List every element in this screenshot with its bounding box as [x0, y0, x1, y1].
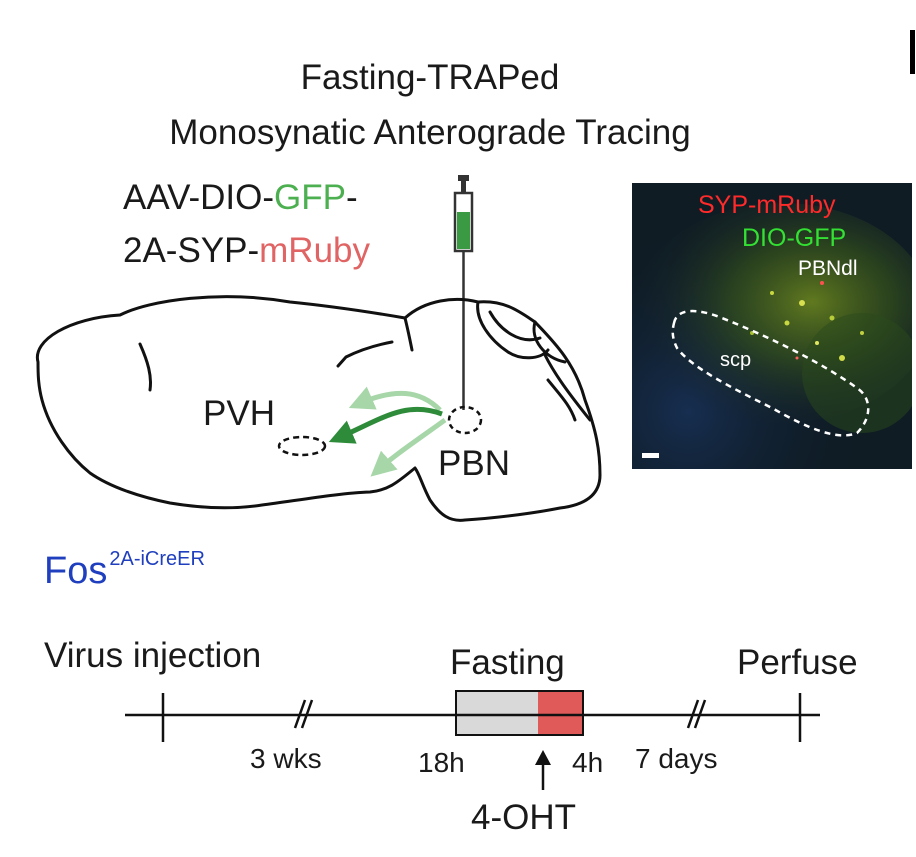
label-virus-injection: Virus injection: [44, 636, 262, 675]
label-7-days: 7 days: [635, 743, 718, 774]
projection-arrow-main: [328, 406, 443, 444]
virus-construct-line-2: 2A-SYP-mRuby: [123, 233, 370, 268]
break-mark-1b: [300, 699, 314, 729]
virus-dash-text: -: [346, 178, 358, 217]
virus-construct-line-1: AAV-DIO-GFP-: [123, 180, 358, 215]
pbn-label: PBN: [438, 444, 510, 483]
scp-outline: [671, 309, 870, 437]
title-line-2: Monosynatic Anterograde Tracing: [169, 113, 691, 152]
label-4h: 4h: [572, 747, 604, 778]
drug-arrow-head: [535, 750, 551, 765]
micrograph-panel: SYP-mRuby DIO-GFP PBNdl scp: [632, 183, 912, 469]
treatment-bar: [538, 691, 583, 735]
virus-gfp-text: GFP: [274, 178, 346, 217]
micrograph-label-scp: scp: [720, 349, 752, 371]
label-4-oht: 4-OHT: [471, 798, 576, 837]
panel-edge-mark: [910, 30, 915, 74]
brain-outline: [35, 295, 602, 522]
virus-mruby-text: mRuby: [259, 231, 371, 270]
micrograph-label-gfp: DIO-GFP: [742, 224, 847, 252]
mouse-line-base: Fos: [44, 550, 108, 592]
projection-arrow-lower: [370, 417, 447, 477]
fasting-period-box: [455, 690, 584, 736]
timeline: [125, 690, 820, 790]
break-mark-2a: [686, 699, 700, 729]
fasting-bar: [456, 691, 538, 735]
micrograph-label-pbndl: PBNdl: [798, 257, 858, 280]
pvh-label: PVH: [203, 394, 275, 433]
syringe-icon: [453, 175, 474, 410]
label-perfuse: Perfuse: [737, 643, 858, 682]
label-3-wks: 3 wks: [250, 743, 322, 774]
pbn-region: [447, 405, 483, 435]
break-mark-1a: [293, 699, 307, 729]
micrograph-label-syp: SYP-mRuby: [698, 191, 836, 219]
scale-bar: [642, 453, 659, 458]
title-line-1: Fasting-TRAPed: [300, 58, 560, 97]
virus-2a-syp-text: 2A-SYP-: [123, 231, 260, 270]
projection-arrow-upper: [348, 386, 442, 412]
label-18h: 18h: [418, 747, 465, 778]
mouse-line-superscript: 2A-iCreER: [109, 548, 205, 570]
virus-aav-dio-text: AAV-DIO-: [123, 178, 275, 217]
break-mark-2b: [693, 699, 707, 729]
pvh-region: [277, 435, 327, 457]
mouse-line-label: Fos 2A-iCreER: [44, 549, 205, 592]
label-fasting: Fasting: [450, 643, 565, 682]
micrograph-image: [632, 183, 912, 469]
